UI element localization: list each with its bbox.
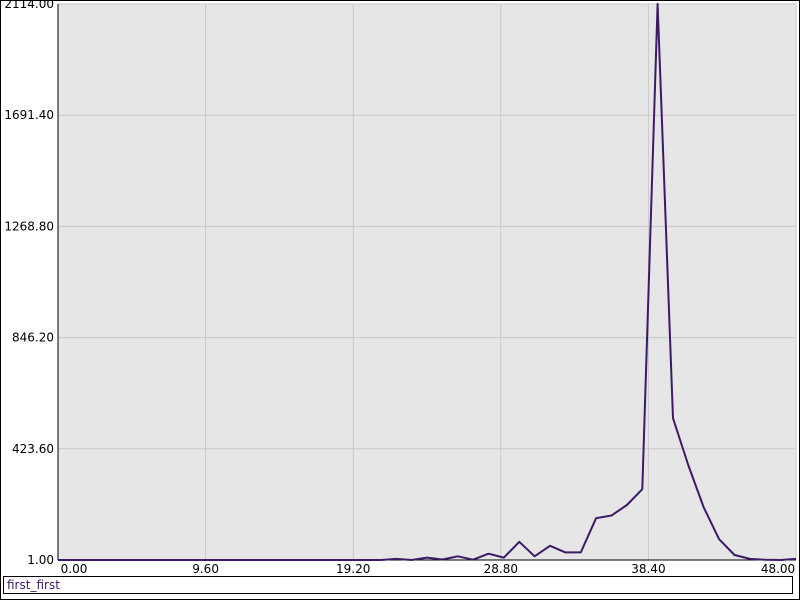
x-tick-label: 9.60: [192, 562, 219, 576]
x-tick-label: 19.20: [336, 562, 370, 576]
x-tick-label: 28.80: [484, 562, 518, 576]
y-axis-ticks: 1.00 423.60 846.20 1268.80 1691.40 2114.00: [4, 0, 54, 567]
y-tick-label: 1268.80: [4, 219, 54, 233]
y-tick-label: 1691.40: [4, 108, 54, 122]
y-tick-label: 423.60: [12, 442, 54, 456]
series-group: [57, 3, 797, 561]
y-tick-label: 1.00: [27, 553, 54, 567]
legend: first_first: [3, 576, 793, 594]
series-line-first_first: [58, 3, 797, 561]
x-axis-ticks: 0.00 9.60 19.20 28.80 38.40 48.00: [61, 562, 796, 576]
y-tick-label: 846.20: [12, 331, 54, 345]
legend-series-label: first_first: [7, 578, 60, 592]
x-tick-label: 0.00: [61, 562, 88, 576]
x-tick-label: 38.40: [631, 562, 665, 576]
y-tick-label: 2114.00: [4, 0, 54, 11]
x-tick-label: 48.00: [761, 562, 795, 576]
plot-area: [58, 4, 796, 560]
